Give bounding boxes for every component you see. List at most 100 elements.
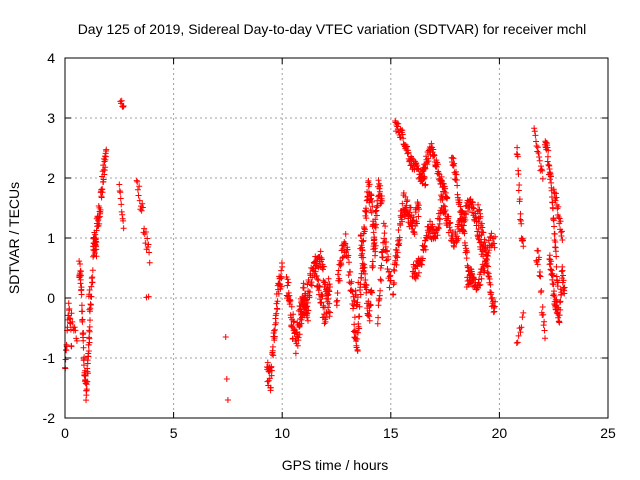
data-point: [346, 259, 353, 266]
data-point: [348, 287, 355, 294]
data-point: [395, 120, 402, 127]
data-point: [440, 202, 447, 209]
data-point: [274, 298, 281, 305]
data-point: [464, 249, 471, 256]
data-point: [435, 170, 442, 177]
data-point: [68, 310, 75, 317]
data-point: [348, 278, 355, 285]
data-point: [136, 183, 143, 190]
data-point: [475, 235, 482, 242]
data-point: [536, 153, 543, 160]
data-point: [278, 283, 285, 290]
data-point: [79, 308, 86, 315]
y-tick-label: 2: [47, 170, 55, 186]
data-point: [81, 354, 88, 361]
data-point: [277, 273, 284, 280]
data-point: [384, 247, 391, 254]
data-point: [453, 171, 460, 178]
data-point: [454, 182, 461, 189]
data-point: [514, 144, 521, 151]
data-point: [345, 272, 352, 279]
data-point: [306, 294, 313, 301]
data-point: [120, 103, 127, 110]
data-point: [301, 312, 308, 319]
data-point: [317, 248, 324, 255]
data-point: [135, 192, 142, 199]
data-point: [87, 301, 94, 308]
data-point: [63, 347, 70, 354]
data-point: [366, 181, 373, 188]
data-point: [551, 293, 558, 300]
data-point: [308, 282, 315, 289]
data-point: [378, 277, 385, 284]
data-point: [413, 262, 420, 269]
data-point: [286, 292, 293, 299]
data-point: [437, 216, 444, 223]
data-point: [369, 203, 376, 210]
data-point: [557, 218, 564, 225]
data-point: [441, 208, 448, 215]
data-point: [222, 334, 229, 340]
data-point: [95, 214, 102, 221]
data-point: [145, 241, 152, 248]
data-point: [334, 290, 341, 296]
data-point: [559, 237, 566, 244]
data-point: [117, 195, 124, 202]
data-point: [322, 281, 329, 288]
data-point: [539, 304, 546, 311]
data-point: [379, 197, 386, 204]
data-point: [365, 298, 372, 305]
data-point: [556, 299, 563, 306]
data-point: [395, 227, 402, 234]
data-point: [83, 386, 90, 393]
data-point: [270, 352, 277, 359]
data-point: [485, 249, 492, 256]
data-point: [396, 234, 403, 241]
data-point: [89, 279, 96, 286]
data-point: [362, 277, 369, 284]
data-point: [339, 246, 346, 253]
data-point: [297, 306, 304, 313]
data-point: [556, 319, 563, 326]
data-point: [296, 303, 303, 310]
data-point: [556, 312, 563, 319]
data-point: [476, 206, 483, 213]
data-point: [393, 261, 400, 268]
data-point: [320, 263, 327, 270]
data-point: [542, 139, 549, 146]
data-point: [548, 258, 555, 265]
data-point: [392, 119, 399, 126]
data-point: [432, 235, 439, 242]
data-point: [377, 265, 384, 272]
data-point: [68, 343, 75, 350]
data-point: [400, 190, 407, 197]
data-point: [390, 291, 397, 298]
data-point: [539, 175, 546, 182]
data-point: [290, 311, 297, 318]
data-point: [271, 326, 278, 333]
data-point: [284, 276, 291, 283]
data-point: [336, 277, 343, 284]
data-point: [475, 276, 482, 283]
data-point: [278, 267, 285, 274]
ticks-layer: 0 5 10 15 20 25 -2 -1 0 1 2 3 4: [43, 50, 616, 441]
data-point: [460, 227, 467, 234]
data-point: [365, 311, 372, 318]
data-point: [356, 313, 363, 320]
data-point: [278, 275, 285, 282]
data-point: [370, 229, 377, 236]
data-point: [311, 272, 318, 279]
data-point: [453, 177, 460, 184]
data-point: [410, 214, 417, 221]
data-point: [424, 161, 431, 168]
data-point: [475, 201, 482, 208]
data-point: [516, 181, 523, 188]
data-point: [481, 239, 488, 246]
data-point: [347, 268, 354, 275]
data-point: [538, 287, 545, 294]
data-point: [322, 314, 329, 321]
data-point: [85, 347, 92, 354]
data-point: [387, 272, 394, 279]
data-point: [387, 277, 394, 284]
data-point: [561, 290, 568, 297]
